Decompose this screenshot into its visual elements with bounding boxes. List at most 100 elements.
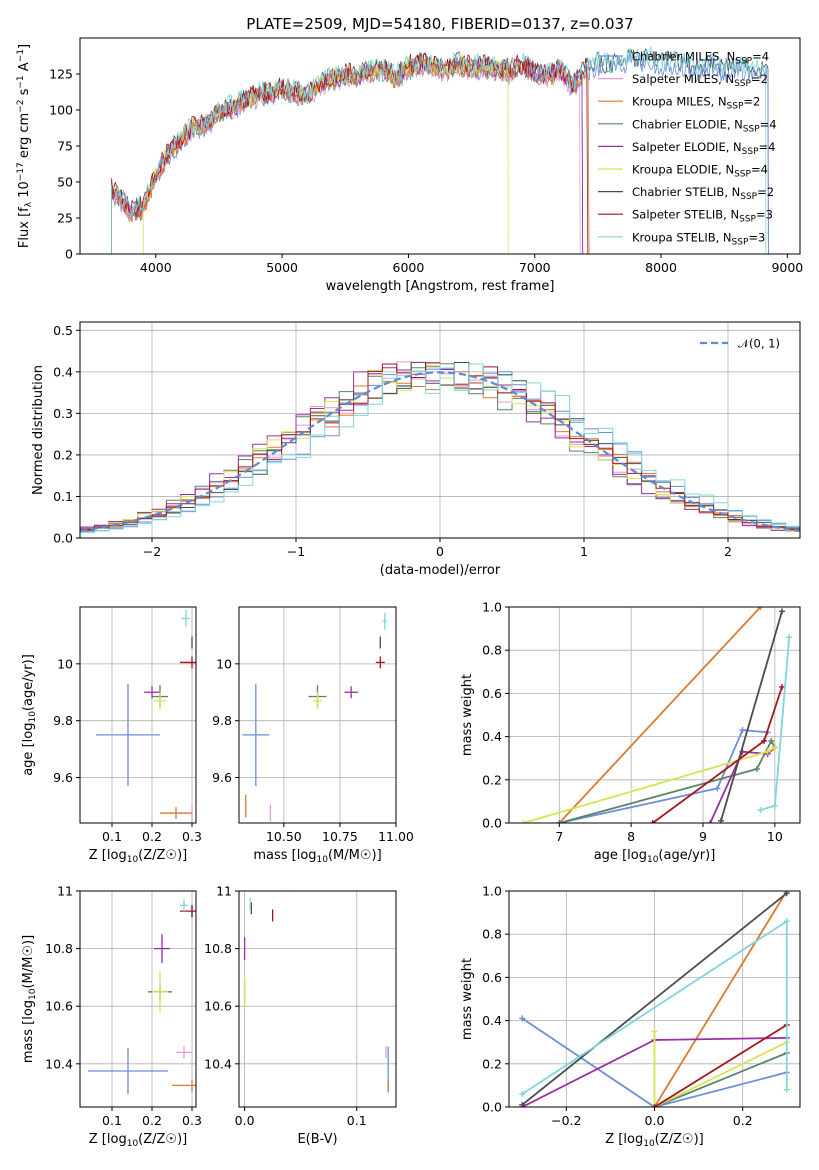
legend-label: Kroupa MILES, NSSP​=2 [632, 95, 760, 112]
axes-frame [508, 606, 801, 824]
x-tick-label: 0.2 [142, 829, 162, 844]
panel-age_vs_Z: 0.1 0.2 0.3 9.6 9.8 10 Z [log10​(Z/Z☉)] age [lo… [21, 606, 202, 865]
x-tick-label: 1 [580, 544, 588, 559]
x-axis-label: Z [log10​(Z/Z☉)] [89, 848, 187, 865]
y-tick-label: 0.8 [482, 643, 502, 658]
y-tick-label: 0.2 [53, 447, 73, 462]
x-tick-label: 9 [699, 829, 707, 844]
x-tick-label: 2 [724, 544, 732, 559]
mass-weight-line [559, 738, 776, 823]
y-tick-label: 50 [57, 175, 73, 190]
axes-frame [238, 606, 397, 824]
x-tick-label: 0.3 [182, 829, 202, 844]
axes-frame [508, 890, 801, 1108]
legend-label: Kroupa ELODIE, NSSP​=4 [632, 163, 768, 180]
x-tick-label: 6000 [393, 260, 425, 275]
x-axis-label: wavelength [Angstrom, rest frame] [326, 279, 555, 294]
x-tick-label: 0.2 [142, 1113, 162, 1128]
x-tick-label: 0.1 [102, 829, 122, 844]
plot-area [519, 891, 790, 1107]
x-tick-label: 10 [767, 829, 783, 844]
y-tick-label: 0.3 [53, 406, 73, 421]
y-tick-label: 10 [57, 656, 73, 671]
x-tick-label: 0.0 [645, 1113, 665, 1128]
x-tick-label: 9000 [771, 260, 803, 275]
panel-residuals: −2 −1 0 1 2 0.0 0.1 0.2 0.3 0.4 0.5 (data-model)/er… [31, 321, 801, 578]
plot-area [88, 899, 196, 1095]
mass-weight-line [523, 746, 776, 823]
y-axis-label: mass weight [460, 674, 475, 756]
y-tick-label: 0.4 [53, 364, 73, 379]
y-axis-label: mass weight [460, 958, 475, 1040]
mass-weight-line [654, 1052, 788, 1107]
x-tick-label: 5000 [266, 260, 298, 275]
x-tick-label: 4000 [140, 260, 172, 275]
y-tick-label: 0.2 [482, 1056, 502, 1071]
plot-area [80, 361, 800, 534]
y-tick-label: 10.8 [45, 941, 73, 956]
x-axis-label: Z [log10​(Z/Z☉)] [89, 1132, 187, 1149]
y-axis-label: Flux [fλ​ 10−17​ erg cm−2​ s−1​ A−1​] [16, 44, 34, 248]
spectrum-line [111, 55, 584, 254]
mass-weight-line [654, 1024, 788, 1107]
x-tick-label: −2 [143, 544, 161, 559]
mass-weight-line [709, 746, 776, 823]
plot-area [242, 612, 388, 822]
y-tick-label: 75 [57, 139, 73, 154]
y-tick-label: 0.4 [482, 1013, 502, 1028]
x-axis-label: age [log10​(age/yr)] [594, 848, 716, 865]
panel-mass_vs_Z: 0.1 0.2 0.3 10.4 10.6 10.8 11 Z [log10​(Z/Z☉)] m… [21, 884, 202, 1150]
legend-label: Chabrier MILES, NSSP​=4 [632, 50, 769, 67]
y-tick-label: 10.4 [204, 1056, 232, 1071]
spectrum-legend: Chabrier MILES, NSSP​=4 Salpeter MILES, N… [598, 50, 777, 247]
axes-frame [79, 606, 197, 824]
y-tick-label: 9.6 [53, 770, 73, 785]
panel-spectrum: 4000 5000 6000 7000 8000 9000 0 25 50 75 100 125 wav… [16, 37, 803, 294]
x-tick-label: −1 [287, 544, 305, 559]
figure-title: PLATE=2509, MJD=54180, FIBERID=0137, z=0… [246, 15, 633, 33]
legend-label: Salpeter STELIB, NSSP​=3 [632, 208, 773, 225]
y-tick-label: 10.6 [204, 999, 232, 1014]
y-tick-label: 125 [49, 67, 73, 82]
mass-weight-line [559, 729, 768, 823]
y-tick-label: 10.4 [45, 1056, 73, 1071]
y-tick-label: 100 [49, 103, 73, 118]
y-tick-label: 10 [216, 656, 232, 671]
y-axis-label: age [log10​(age/yr)] [21, 654, 38, 776]
y-axis-label: Normed distribution [31, 365, 46, 495]
y-tick-label: 10.6 [45, 999, 73, 1014]
mass-weight-line [521, 892, 788, 1106]
plot-area [243, 897, 389, 1093]
panel-age_vs_mass: 10.50 10.75 11.00 9.6 9.8 10 mass [log10​(M/M☉… [212, 606, 414, 865]
y-tick-label: 0.0 [482, 1100, 502, 1115]
legend-label: Salpeter ELODIE, NSSP​=4 [632, 140, 775, 157]
normal-curve [80, 371, 800, 532]
x-tick-label: 0.1 [347, 1113, 367, 1128]
axes-frame [79, 890, 197, 1108]
y-tick-label: 11 [216, 884, 232, 899]
x-tick-label: 0 [436, 544, 444, 559]
y-tick-label: 0.8 [482, 927, 502, 942]
panel-mass_weight_vs_age: 7 8 9 10 0.0 0.2 0.4 0.6 0.8 1.0 age [log10​(age/y… [460, 600, 801, 865]
y-tick-label: 0.0 [53, 531, 73, 546]
y-tick-label: 1.0 [482, 600, 502, 615]
x-tick-label: 10.50 [266, 829, 302, 844]
plot-area [520, 607, 793, 823]
y-tick-label: 0.1 [53, 489, 73, 504]
x-tick-label: 10.75 [322, 829, 358, 844]
y-tick-label: 11 [57, 884, 73, 899]
y-tick-label: 0.6 [482, 970, 502, 985]
x-axis-label: E(B-V) [297, 1132, 337, 1147]
legend-label: Chabrier STELIB, NSSP​=2 [632, 185, 774, 202]
x-tick-label: 8000 [645, 260, 677, 275]
histogram-series [80, 363, 800, 534]
x-axis-label: Z [log10​(Z/Z☉)] [605, 1132, 703, 1149]
axes-frame [79, 37, 801, 255]
legend-label: Salpeter MILES, NSSP​=2 [632, 72, 768, 89]
x-tick-label: 7 [555, 829, 563, 844]
y-tick-label: 10.8 [204, 941, 232, 956]
mass-weight-line [653, 1031, 788, 1107]
legend-label: 𝒩(0, 1) [738, 337, 780, 351]
spectrum-line [111, 56, 581, 254]
y-tick-label: 0.0 [482, 816, 502, 831]
